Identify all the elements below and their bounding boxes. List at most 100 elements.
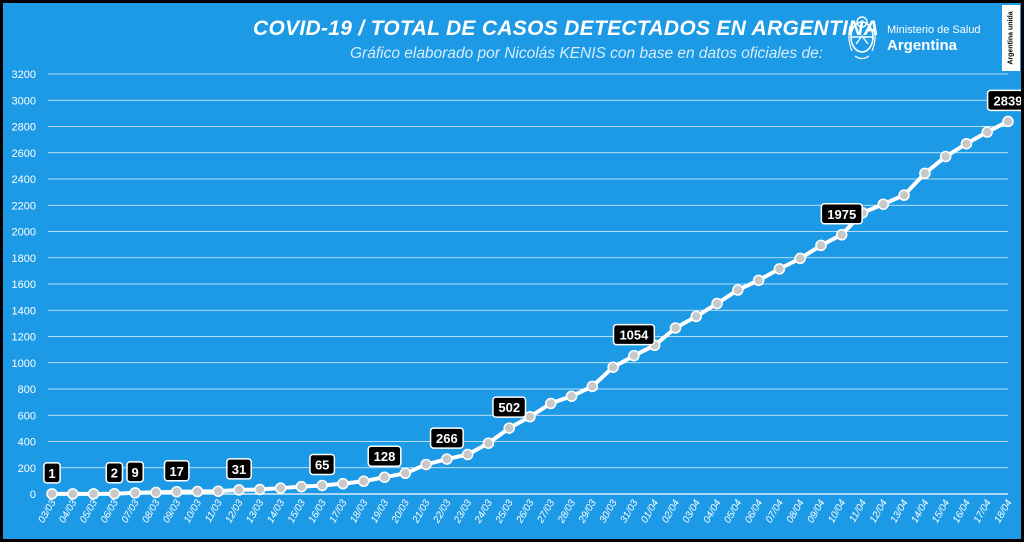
y-tick-label: 3000 [12,95,36,107]
x-tick-label: 18/04 [993,498,1015,526]
x-tick-label: 09/03 [161,498,183,526]
data-label-box [429,427,464,449]
x-tick-label: 08/03 [140,498,162,526]
data-point [545,397,557,410]
x-tick-label: 11/03 [203,498,225,525]
data-point [773,263,786,275]
x-tick-label: 18/03 [348,498,370,526]
data-label-box [309,453,336,476]
data-point [295,480,308,493]
data-point [337,477,349,490]
data-point [752,274,765,287]
data-label: 2839 [986,89,1021,112]
data-point [565,390,578,402]
chart-subtitle: Gráfico elaborado por Nicolás KENIS con … [349,45,823,62]
data-point [711,297,723,310]
y-axis-ticks: 0 200 400 600 800 1000 1200 1400 1600 1800 2000 220… [12,69,36,501]
y-tick-label: 200 [18,463,36,475]
data-label-box [126,461,144,483]
data-point [420,458,432,471]
data-label-text: 17 [169,464,183,479]
line-chart: 0200400600800100012001400160018002000220… [12,69,1021,526]
data-point [690,310,703,323]
y-tick-label: 2000 [12,227,36,239]
data-point [981,126,993,138]
data-point [129,487,141,499]
data-point [254,483,266,496]
data-labels: 1 2 9 17 31 65 128 266 502 1054 1975 2839 [43,89,1021,484]
argentina-seal-icon [848,16,876,60]
data-point [960,137,973,150]
x-tick-label: 24/03 [472,498,495,526]
y-tick-label: 2600 [12,148,36,160]
x-tick-label: 27/03 [535,498,558,526]
data-point [46,488,58,500]
data-point [586,380,599,393]
ministry-name: Ministerio de Salud [887,24,981,36]
badge-text: Argentina unida [1007,11,1015,65]
data-label-text: 502 [498,400,520,415]
x-tick-label: 05/04 [722,498,744,526]
y-tick-label: 600 [18,410,36,422]
data-point [461,448,474,461]
data-point [441,453,453,465]
x-tick-label: 11/04 [847,498,869,525]
data-label-text: 31 [232,462,246,477]
series-line [52,119,1009,496]
data-point [191,485,204,498]
y-tick-label: 800 [18,384,36,396]
data-point [150,486,162,499]
y-tick-label: 400 [18,437,36,449]
data-point [835,229,848,241]
data-point [87,488,100,500]
data-label-text: 1054 [619,328,649,343]
x-tick-label: 29/03 [576,498,599,526]
data-point [669,322,682,334]
x-tick-label: 17/03 [328,498,350,526]
x-tick-label: 12/03 [224,498,246,526]
data-point [732,284,744,296]
x-tick-label: 25/03 [493,498,516,526]
x-tick-label: 02/04 [660,498,682,526]
data-label-box [492,396,527,418]
data-point [503,422,515,434]
data-label-box [820,203,863,225]
data-label-text: 1 [48,466,55,481]
x-tick-label: 12/04 [868,498,890,526]
data-label-text: 2 [111,466,118,481]
data-label-box [226,458,252,480]
ministry-country: Argentina [887,37,958,54]
x-tick-label: 03/03 [37,498,59,526]
y-tick-label: 2200 [12,200,36,212]
data-label-text: 266 [436,431,458,446]
x-tick-label: 13/04 [889,498,911,526]
x-tick-label: 26/03 [514,498,537,526]
x-tick-label: 07/03 [120,498,142,526]
x-tick-label: 28/03 [556,498,579,526]
data-label-text: 2839 [994,93,1021,108]
x-tick-label: 19/03 [369,498,391,526]
x-tick-label: 07/04 [764,498,786,526]
x-tick-label: 14/03 [265,498,287,526]
data-label-text: 128 [374,449,396,464]
x-axis-ticks: 03/0304/0305/0306/0307/0308/0309/0310/03… [37,498,1015,526]
data-point [877,198,890,210]
x-tick-label: 04/04 [702,498,724,526]
x-tick-label: 31/03 [618,498,640,526]
data-point [233,484,245,496]
data-point [170,486,183,498]
chart-title: COVID-19 / TOTAL DE CASOS DETECTADOS EN … [253,17,880,40]
data-label: 65 [309,453,336,476]
data-point [108,487,121,500]
data-point [399,467,412,480]
data-label: 1 [43,462,61,484]
x-tick-label: 14/04 [909,498,931,526]
x-tick-label: 04/03 [57,498,79,526]
data-label: 1054 [612,323,656,346]
data-label-box [43,462,61,484]
chart-frame: 0 200 400 600 800 1000 1200 1400 1600 1800 2000 220… [3,3,1021,539]
data-point [794,252,806,265]
data-point [316,479,328,492]
data-label-box [612,323,656,346]
data-point [274,482,287,494]
